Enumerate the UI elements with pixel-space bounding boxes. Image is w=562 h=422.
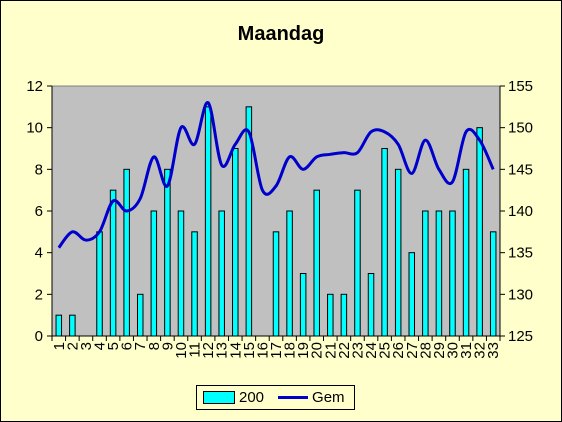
chart-title: Maandag bbox=[238, 23, 325, 45]
bar-11 bbox=[191, 231, 198, 337]
x-tick-label: 6 bbox=[119, 342, 136, 350]
bar-13 bbox=[218, 210, 225, 337]
bar-4 bbox=[96, 231, 103, 337]
x-tick-label: 22 bbox=[336, 342, 353, 359]
x-tick-label: 16 bbox=[254, 342, 271, 359]
x-tick-label: 5 bbox=[105, 342, 122, 350]
x-tick-label: 21 bbox=[322, 342, 339, 359]
x-tick-label: 10 bbox=[173, 342, 190, 359]
right-tick-label: 155 bbox=[508, 78, 533, 95]
x-tick-label: 11 bbox=[187, 342, 204, 358]
right-tick-label: 150 bbox=[508, 120, 533, 137]
x-tick-label: 8 bbox=[146, 342, 163, 350]
x-tick-label: 32 bbox=[472, 342, 489, 359]
left-tick-label: 0 bbox=[35, 328, 43, 345]
bar-9 bbox=[164, 168, 171, 337]
left-tick-label: 12 bbox=[26, 78, 43, 95]
bar-10 bbox=[177, 210, 185, 337]
x-tick-label: 25 bbox=[377, 342, 394, 359]
x-tick-label: 15 bbox=[241, 342, 258, 359]
bar-27 bbox=[408, 252, 416, 337]
legend-line-swatch bbox=[278, 396, 309, 399]
left-tick-label: 4 bbox=[35, 245, 43, 262]
legend-line-label: Gem bbox=[312, 389, 345, 406]
bar-21 bbox=[327, 293, 334, 337]
x-tick-label: 23 bbox=[349, 342, 366, 359]
bar-7 bbox=[136, 293, 144, 337]
bar-5 bbox=[109, 189, 117, 337]
bar-29 bbox=[435, 210, 443, 337]
x-tick-label: 14 bbox=[227, 342, 244, 359]
left-tick-label: 2 bbox=[35, 286, 43, 303]
left-tick-label: 8 bbox=[35, 161, 43, 178]
x-tick-label: 20 bbox=[309, 342, 326, 359]
x-tick-label: 31 bbox=[458, 342, 475, 359]
bar-20 bbox=[313, 189, 320, 337]
bar-1 bbox=[55, 314, 63, 337]
bar-26 bbox=[394, 168, 402, 337]
x-tick-label: 1 bbox=[51, 342, 68, 350]
bar-30 bbox=[449, 210, 456, 337]
x-tick-label: 12 bbox=[200, 342, 217, 359]
x-tick-label: 13 bbox=[214, 342, 231, 359]
bar-6 bbox=[123, 168, 130, 337]
bar-8 bbox=[150, 210, 158, 337]
x-tick-label: 18 bbox=[282, 342, 299, 359]
x-tick-label: 7 bbox=[132, 342, 149, 350]
bar-23 bbox=[354, 189, 361, 337]
bar-28 bbox=[422, 210, 429, 337]
legend-bar-swatch bbox=[203, 391, 235, 404]
right-tick-label: 135 bbox=[508, 245, 533, 262]
right-tick-label: 140 bbox=[508, 203, 533, 220]
x-tick-label: 26 bbox=[390, 342, 407, 359]
x-tick-label: 17 bbox=[268, 342, 285, 359]
legend: 200 Gem bbox=[196, 385, 355, 410]
x-tick-label: 27 bbox=[404, 342, 421, 359]
x-tick-label: 4 bbox=[92, 342, 109, 350]
x-tick-label: 9 bbox=[159, 342, 176, 350]
bar-33 bbox=[489, 231, 497, 337]
left-tick-label: 6 bbox=[35, 203, 43, 220]
bar-2 bbox=[69, 314, 76, 337]
bar-14 bbox=[232, 148, 239, 337]
left-tick-label: 10 bbox=[26, 120, 43, 137]
gem-line bbox=[57, 101, 495, 249]
bar-19 bbox=[299, 273, 307, 337]
right-tick-label: 145 bbox=[508, 161, 533, 178]
bar-24 bbox=[367, 273, 375, 337]
bar-22 bbox=[340, 293, 348, 337]
right-tick-label: 125 bbox=[508, 328, 533, 345]
bar-25 bbox=[381, 148, 388, 337]
bar-32 bbox=[476, 127, 483, 337]
x-tick-label: 2 bbox=[64, 342, 81, 350]
bar-17 bbox=[272, 231, 280, 337]
right-tick-label: 130 bbox=[508, 286, 533, 303]
x-tick-label: 19 bbox=[295, 342, 312, 359]
bar-18 bbox=[286, 210, 293, 337]
x-tick-label: 30 bbox=[444, 342, 461, 359]
x-tick-label: 29 bbox=[431, 342, 448, 359]
x-tick-label: 24 bbox=[363, 342, 380, 359]
x-tick-label: 28 bbox=[417, 342, 434, 359]
bar-31 bbox=[462, 168, 470, 337]
legend-item-line: Gem bbox=[278, 389, 345, 406]
legend-bar-label: 200 bbox=[239, 389, 265, 406]
x-tick-label: 3 bbox=[78, 342, 95, 350]
x-tick-label: 33 bbox=[485, 342, 502, 359]
bar-12 bbox=[204, 106, 212, 337]
legend-item-bars: 200 bbox=[203, 389, 264, 406]
